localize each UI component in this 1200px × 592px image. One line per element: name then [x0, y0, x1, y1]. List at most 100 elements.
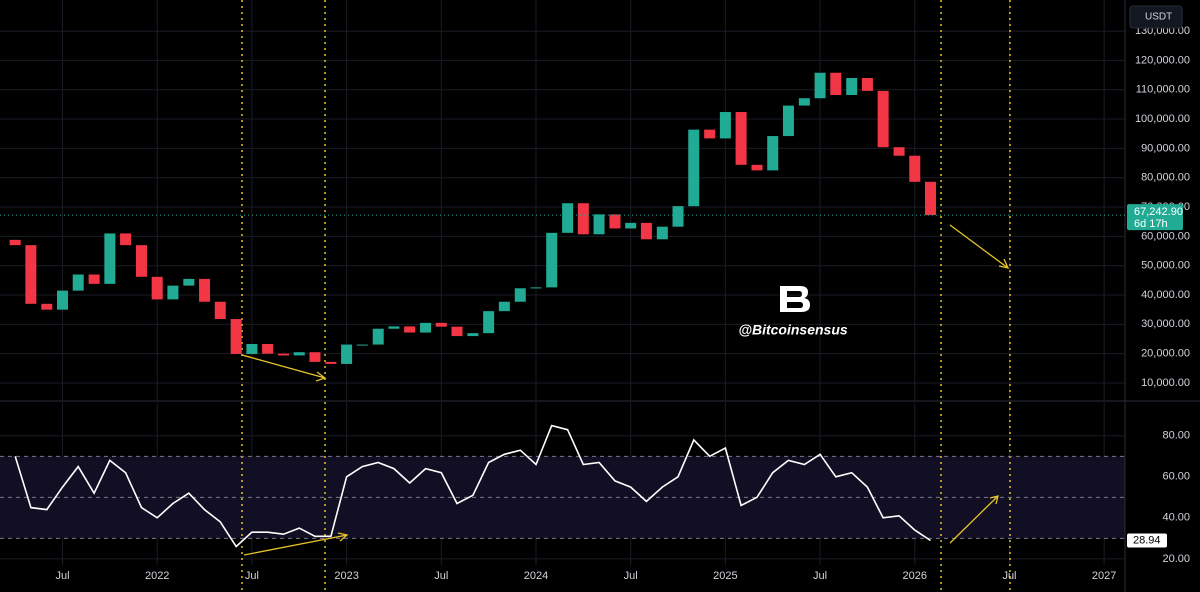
- y-tick-label: 20,000.00: [1141, 348, 1190, 360]
- candle-body: [609, 214, 621, 229]
- candle-body: [356, 344, 368, 346]
- candle-body: [183, 278, 195, 286]
- last-price-box: [1127, 204, 1183, 231]
- candle-body: [214, 301, 226, 320]
- candle-body: [514, 288, 526, 302]
- candle-body: [751, 164, 763, 171]
- x-tick-label: Jul: [245, 570, 259, 582]
- candle-body: [246, 343, 258, 354]
- candle-body: [593, 214, 605, 235]
- arrow: [243, 532, 349, 556]
- candle-body: [199, 278, 211, 302]
- candle-body: [435, 322, 447, 327]
- candle-body: [688, 129, 700, 207]
- y-tick-label: 50,000.00: [1141, 260, 1190, 272]
- countdown: 6d 17h: [1134, 218, 1168, 230]
- candle-body: [41, 303, 53, 310]
- x-tick-label: 2026: [903, 570, 927, 582]
- arrow: [949, 495, 999, 544]
- candle-body: [262, 343, 274, 354]
- candle-body: [814, 72, 826, 99]
- candle-body: [135, 245, 147, 277]
- candle-body: [120, 233, 132, 246]
- candle-body: [372, 328, 384, 345]
- candle-body: [672, 206, 684, 227]
- x-tick-label: 2025: [713, 570, 737, 582]
- y-tick-label: 20.00: [1162, 553, 1190, 565]
- candle-body: [309, 352, 321, 362]
- y-tick-label: 80,000.00: [1141, 172, 1190, 184]
- cycle-lines: [241, 0, 1011, 592]
- candle-body: [56, 290, 69, 310]
- y-tick-label: 40,000.00: [1141, 289, 1190, 301]
- candle-body: [25, 245, 37, 304]
- candle-body: [230, 319, 242, 354]
- currency-button[interactable]: [1129, 5, 1183, 29]
- x-tick-label: Jul: [624, 570, 638, 582]
- candle-body: [546, 232, 558, 288]
- candle-body: [877, 90, 889, 148]
- arrow: [241, 354, 327, 382]
- last-rsi-label: 28.94: [1133, 534, 1161, 546]
- candle-body: [451, 326, 463, 337]
- currency-label[interactable]: USDT: [1145, 12, 1172, 23]
- y-tick-label: 90,000.00: [1141, 142, 1190, 154]
- candle-body: [483, 311, 495, 334]
- candle-body: [151, 276, 163, 300]
- candle-body: [167, 285, 179, 300]
- candle-body: [846, 78, 858, 96]
- rsi-line: [14, 424, 931, 548]
- candle-body: [640, 222, 652, 240]
- candle-body: [420, 322, 432, 333]
- y-tick-label: 80.00: [1162, 430, 1190, 442]
- arrows: [241, 224, 1010, 556]
- x-tick-label: 2027: [1092, 570, 1116, 582]
- watermark-text: @Bitcoinsensus: [738, 322, 848, 338]
- candle-body: [577, 203, 589, 235]
- watermark: @Bitcoinsensus: [738, 286, 848, 338]
- candle-body: [782, 105, 794, 137]
- candle-body: [9, 239, 21, 246]
- x-tick-label: 2023: [334, 570, 358, 582]
- last-price-label: 67,242.90: [1134, 206, 1183, 218]
- candle-body: [325, 361, 337, 364]
- y-tick-label: 120,000.00: [1135, 54, 1190, 66]
- arrow: [949, 224, 1010, 269]
- candle-body: [404, 326, 416, 333]
- candle-body: [767, 136, 779, 171]
- last-rsi-box: [1127, 533, 1167, 548]
- y-tick-label: 100,000.00: [1135, 113, 1190, 125]
- y-tick-label: 40.00: [1162, 512, 1190, 524]
- x-tick-label: Jul: [1002, 570, 1016, 582]
- axes: 10,000.00 20,000.00 30,000.00 40,000.00 50,0…: [55, 25, 1190, 582]
- candle-body: [909, 155, 921, 182]
- candle-body: [656, 226, 668, 240]
- y-tick-label: 30,000.00: [1141, 318, 1190, 330]
- candle-body: [293, 352, 305, 356]
- candle-body: [893, 147, 905, 156]
- candle-body: [735, 112, 747, 165]
- marks: [0, 72, 1125, 548]
- y-tick-label: 10,000.00: [1141, 377, 1190, 389]
- y-tick-label: 60.00: [1162, 471, 1190, 483]
- x-tick-label: 2022: [145, 570, 169, 582]
- x-tick-label: 2024: [524, 570, 548, 582]
- candle-body: [104, 233, 116, 284]
- y-tick-label: 110,000.00: [1136, 84, 1190, 96]
- candle-body: [625, 222, 637, 229]
- candle-body: [278, 353, 290, 356]
- candle-body: [924, 181, 936, 216]
- x-tick-label: Jul: [813, 570, 827, 582]
- candle-body: [498, 301, 510, 312]
- candle-body: [467, 333, 479, 337]
- candle-body: [88, 274, 100, 284]
- candle-body: [530, 287, 542, 289]
- candle-body: [861, 78, 873, 91]
- x-tick-label: Jul: [434, 570, 448, 582]
- candle-body: [562, 203, 574, 233]
- candle-body: [798, 98, 810, 106]
- logo: [780, 286, 810, 312]
- candle-body: [72, 274, 84, 291]
